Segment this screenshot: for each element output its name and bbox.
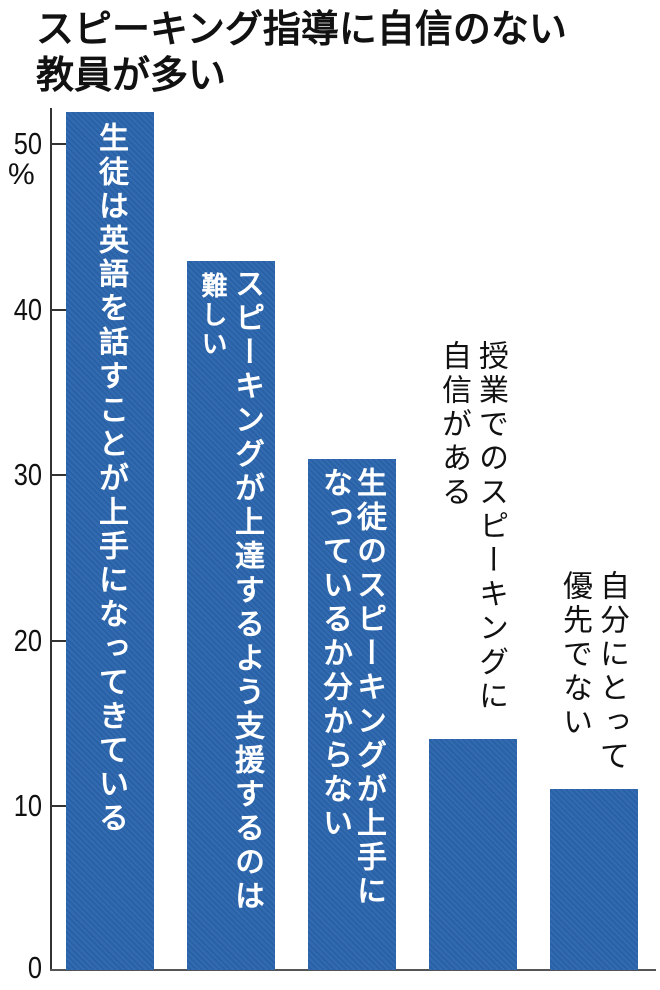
y-tick-10	[50, 805, 66, 807]
chart-title: スピーキング指導に自信のない 教員が多い	[36, 6, 656, 98]
y-tick-40	[50, 309, 66, 311]
bar-2-label-col-2: 難しい	[197, 272, 227, 359]
y-axis-unit: %	[8, 158, 35, 191]
y-tick-label-10: 10	[13, 788, 43, 823]
bar-5-label-col-1: 自分にとって	[593, 570, 629, 774]
chart-title-line-1: スピーキング指導に自信のない	[36, 7, 567, 51]
bar-2	[187, 261, 275, 970]
y-tick-label-20: 20	[13, 623, 43, 658]
y-tick-20	[50, 640, 66, 642]
y-tick-label-40: 40	[13, 292, 43, 327]
y-tick-label-30: 30	[13, 457, 43, 492]
x-axis-baseline	[50, 969, 656, 971]
bar-3-label-col-1: 生徒のスピーキングが上手に	[351, 467, 386, 909]
y-tick-50	[50, 143, 66, 145]
y-tick-30	[50, 474, 66, 476]
chart-title-line-2: 教員が多い	[36, 53, 227, 97]
y-axis-line	[50, 108, 52, 971]
bar-2-label-col-1: スピーキングが上達するよう支援するのは	[229, 268, 264, 914]
bar-4-label-col-2: 自信がある	[435, 340, 471, 510]
y-tick-label-50: 50	[13, 126, 43, 161]
bar-4-label-col-1: 授業でのスピーキングに	[472, 340, 508, 714]
bar-5-label-col-2: 優先でない	[556, 570, 592, 740]
bar-5	[550, 789, 638, 970]
bar-3-label-col-2: なっているか分からない	[317, 467, 352, 841]
bar-3	[308, 459, 396, 970]
bar-1	[66, 112, 154, 970]
y-tick-label-0: 0	[27, 950, 42, 985]
bar-4	[429, 739, 517, 970]
bar-1-label: 生徒は英語を話すことが上手になってきている	[93, 122, 128, 836]
